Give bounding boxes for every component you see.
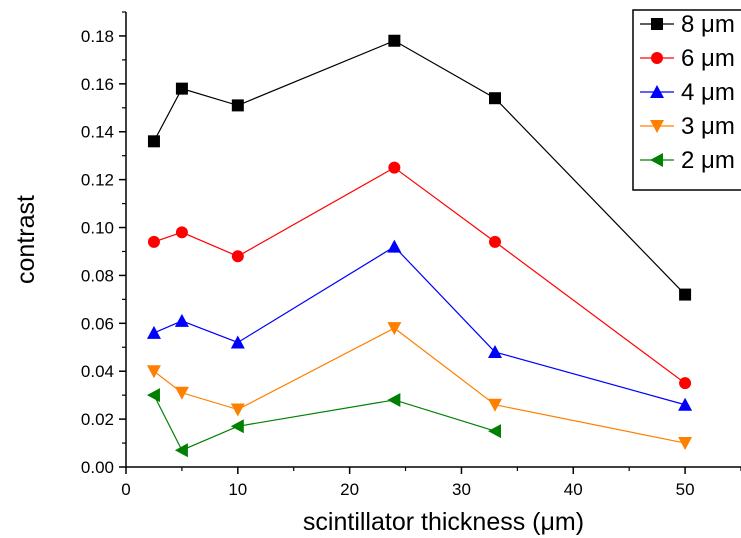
data-point	[678, 437, 693, 451]
data-point	[175, 226, 188, 239]
legend-entry: 3 μm	[640, 113, 735, 140]
y-axis-title: contrast	[12, 195, 40, 284]
legend-entry: 2 μm	[640, 147, 735, 174]
y-tick-label: 0.12	[81, 171, 114, 190]
series-3	[146, 239, 693, 411]
series-2	[147, 161, 692, 390]
y-tick-label: 0.04	[81, 362, 114, 381]
data-point	[230, 403, 245, 417]
y-tick-label: 0.00	[81, 458, 114, 477]
series-line	[153, 245, 686, 406]
series-layer	[146, 34, 693, 458]
legend-entry: 4 μm	[640, 79, 735, 106]
data-point	[387, 322, 402, 336]
legend-entry: 8 μm	[640, 11, 735, 38]
data-point	[679, 377, 692, 390]
series-4	[146, 322, 693, 451]
data-point	[388, 34, 401, 47]
data-point	[230, 419, 244, 434]
data-point	[489, 235, 501, 248]
data-point	[146, 365, 161, 379]
y-tick-label: 0.06	[81, 314, 114, 333]
legend-marker	[651, 52, 663, 64]
legend: 8 μm 6 μm 4 μm 3 μm 2 μm	[632, 9, 741, 191]
legend-label: 3 μm	[681, 113, 735, 140]
axes: 0 10 20 30 40 50 0.00 0.02 0.04 0.06 0.08 0.10 0.12 0…	[81, 11, 741, 499]
y-tick-label: 0.08	[81, 266, 114, 285]
y-tick-label: 0.14	[81, 123, 114, 142]
data-point	[231, 250, 244, 263]
data-point	[147, 135, 160, 148]
data-point	[388, 161, 401, 174]
x-tick-label: 40	[564, 480, 583, 499]
legend-label: 2 μm	[681, 147, 735, 174]
legend-label: 8 μm	[681, 11, 735, 38]
y-tick-label: 0.18	[81, 27, 114, 46]
series-line	[153, 394, 496, 452]
data-point	[230, 335, 245, 349]
legend-entry: 6 μm	[640, 45, 735, 72]
data-point	[679, 288, 692, 301]
y-tick-label: 0.02	[81, 410, 114, 429]
data-point	[146, 325, 161, 339]
data-point	[174, 386, 189, 400]
data-point	[147, 235, 160, 248]
y-tick-label: 0.16	[81, 75, 114, 94]
data-point	[489, 92, 501, 105]
x-tick-label: 20	[340, 480, 359, 499]
legend-marker	[650, 85, 664, 98]
y-tick-label: 0.10	[81, 219, 114, 238]
series-1	[147, 34, 692, 301]
x-tick-label: 10	[228, 480, 247, 499]
data-point	[387, 239, 402, 253]
data-point	[678, 397, 693, 411]
data-point	[174, 443, 188, 458]
x-tick-label: 50	[676, 480, 695, 499]
data-point	[175, 82, 188, 95]
series-line	[153, 166, 686, 384]
legend-marker	[651, 18, 663, 30]
x-tick-label: 0	[121, 480, 130, 499]
data-point	[488, 345, 502, 359]
data-point	[146, 388, 160, 403]
series-line	[153, 40, 686, 295]
data-point	[488, 398, 502, 412]
legend-label: 4 μm	[681, 79, 735, 106]
legend-marker	[650, 120, 664, 133]
legend-marker	[650, 153, 663, 167]
data-point	[231, 99, 244, 112]
legend-label: 6 μm	[681, 45, 735, 72]
data-point	[387, 392, 401, 407]
x-tick-label: 30	[452, 480, 471, 499]
data-point	[174, 313, 189, 327]
data-point	[488, 424, 501, 439]
x-axis-title: scintillator thickness (μm)	[303, 508, 584, 536]
series-5	[146, 388, 501, 458]
